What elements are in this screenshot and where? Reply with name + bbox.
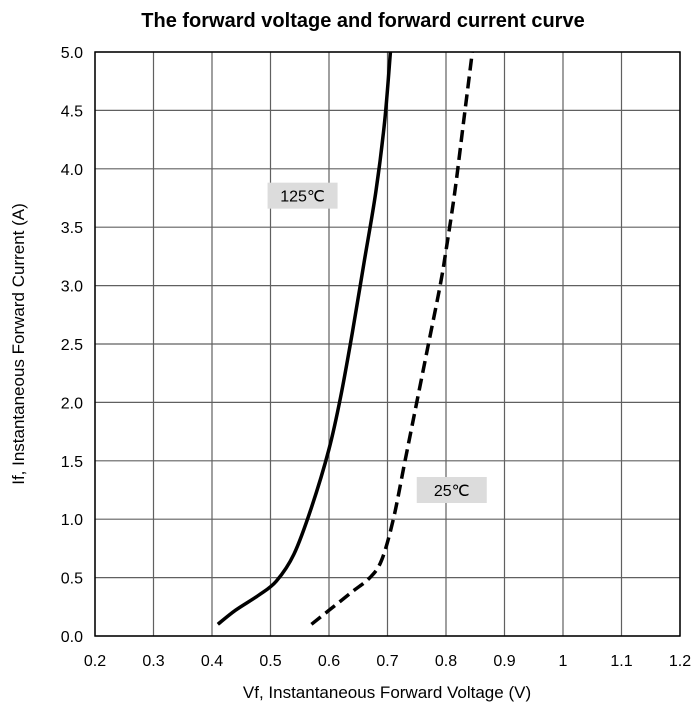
y-tick-label: 3.5 bbox=[61, 220, 83, 237]
annotation-box bbox=[416, 477, 487, 503]
series-lines bbox=[216, 51, 475, 626]
tick-labels: 0.2 0.3 0.4 0.5 0.6 0.7 0.8 0.9 1 1.1 1.2 0.0 0.5 1.0… bbox=[61, 45, 691, 670]
series-line-0 bbox=[216, 51, 393, 626]
x-tick-label: 0.9 bbox=[493, 653, 515, 670]
x-tick-label: 0.5 bbox=[259, 653, 281, 670]
annotation-label: 125℃ bbox=[280, 189, 325, 206]
curve-annotations: 125℃ 25℃ bbox=[267, 182, 487, 503]
x-tick-label: 0.8 bbox=[435, 653, 457, 670]
x-axis-label: Vf, Instantaneous Forward Voltage (V) bbox=[243, 683, 531, 702]
chart-title: The forward voltage and forward current … bbox=[141, 10, 584, 32]
x-tick-label: 1.2 bbox=[669, 653, 691, 670]
y-tick-label: 0.5 bbox=[61, 571, 83, 588]
x-tick-label: 1.1 bbox=[610, 653, 632, 670]
curve-annotation: 125℃ bbox=[267, 182, 338, 209]
y-tick-label: 2.5 bbox=[61, 337, 83, 354]
x-tick-label: 0.4 bbox=[201, 653, 223, 670]
y-tick-label: 3.0 bbox=[61, 279, 83, 296]
plot-frame bbox=[94, 51, 681, 637]
y-tick-label: 1.5 bbox=[61, 454, 83, 471]
x-tick-label: 0.7 bbox=[376, 653, 398, 670]
grid bbox=[94, 51, 681, 637]
y-tick-label: 4.5 bbox=[61, 103, 83, 120]
annotation-box bbox=[267, 182, 338, 209]
x-tick-label: 1 bbox=[559, 653, 568, 670]
curve-annotation: 25℃ bbox=[416, 477, 487, 503]
y-axis-label: If, Instantaneous Forward Current (A) bbox=[9, 203, 28, 485]
x-tick-label: 0.6 bbox=[318, 653, 340, 670]
x-tick-label: 0.3 bbox=[142, 653, 164, 670]
annotation-label: 25℃ bbox=[434, 483, 470, 500]
y-tick-label: 0.0 bbox=[61, 629, 83, 646]
series-line-1 bbox=[310, 51, 475, 626]
y-tick-label: 1.0 bbox=[61, 512, 83, 529]
y-tick-label: 2.0 bbox=[61, 395, 83, 412]
y-tick-label: 5.0 bbox=[61, 45, 83, 62]
x-tick-label: 0.2 bbox=[84, 653, 106, 670]
y-tick-label: 4.0 bbox=[61, 162, 83, 179]
